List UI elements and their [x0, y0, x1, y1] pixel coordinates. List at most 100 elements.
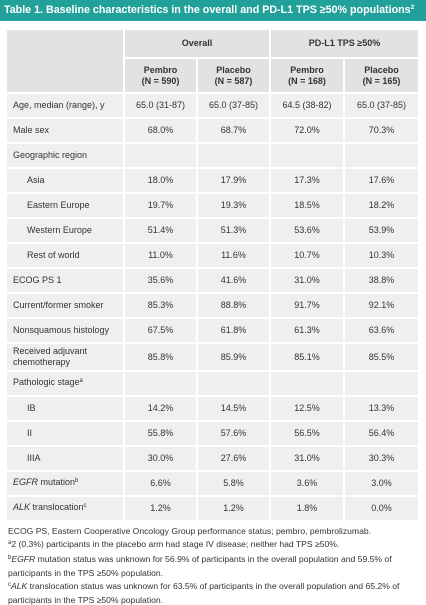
value-cell: 38.8%	[345, 269, 418, 292]
column-arm: Placebo	[216, 64, 251, 75]
value-cell: 11.6%	[198, 244, 269, 267]
value-cell: 68.7%	[198, 119, 269, 142]
value-cell: 5.8%	[198, 472, 269, 495]
value-cell: 31.0%	[271, 447, 343, 470]
value-cell: 30.0%	[125, 447, 196, 470]
column-header-placebo-overall: Placebo (N = 587)	[198, 59, 269, 92]
row-label-main: Pathologic stage	[13, 377, 80, 387]
value-cell: 31.0%	[271, 269, 343, 292]
footnote-gene: ALK	[11, 581, 28, 591]
row-label-text: Pathologic stagea	[13, 377, 83, 390]
row-label-ecog-ps-1: ECOG PS 1	[7, 269, 123, 292]
value-cell: 3.0%	[345, 472, 418, 495]
value-cell: 14.5%	[198, 397, 269, 420]
empty-cell	[125, 144, 196, 167]
value-cell: 17.6%	[345, 169, 418, 192]
footnote-marker: c	[8, 582, 11, 588]
value-cell: 18.0%	[125, 169, 196, 192]
row-label-stage-ib: IB	[7, 397, 123, 420]
group-header-pdl1-tps50: PD-L1 TPS ≥50%	[271, 30, 418, 57]
value-cell: 10.3%	[345, 244, 418, 267]
value-cell: 12.5%	[271, 397, 343, 420]
value-cell: 85.8%	[125, 344, 196, 370]
footnote-marker: b	[8, 555, 12, 561]
empty-cell	[271, 144, 343, 167]
row-label-western-europe: Western Europe	[7, 219, 123, 242]
title-bar: Table 1. Baseline characteristics in the…	[0, 0, 426, 21]
footnote-text: mutation status was unknown for 56.9% of…	[8, 554, 392, 578]
value-cell: 6.6%	[125, 472, 196, 495]
row-label-text: EGFR mutationb	[13, 477, 78, 490]
row-label-alk-translocation: ALK translocationc	[7, 497, 123, 520]
value-cell: 85.9%	[198, 344, 269, 370]
table-title: Table 1. Baseline characteristics in the…	[4, 0, 414, 21]
value-cell: 53.6%	[271, 219, 343, 242]
value-cell: 61.8%	[198, 319, 269, 342]
value-cell: 85.3%	[125, 294, 196, 317]
value-cell: 1.2%	[198, 497, 269, 520]
footnote-marker: b	[75, 478, 79, 484]
row-label-gene: EGFR	[13, 477, 39, 487]
value-cell: 30.3%	[345, 447, 418, 470]
value-cell: 63.6%	[345, 319, 418, 342]
value-cell: 64.5 (38-82)	[271, 94, 343, 117]
baseline-characteristics-table: Overall PD-L1 TPS ≥50% Pembro (N = 590) …	[7, 30, 418, 520]
value-cell: 18.2%	[345, 194, 418, 217]
column-header-placebo-tps50: Placebo (N = 165)	[345, 59, 418, 92]
row-label-stage-ii: II	[7, 422, 123, 445]
table-footnotes: ECOG PS, Eastern Cooperative Oncology Gr…	[8, 525, 418, 605]
row-label-nonsquamous-histology: Nonsquamous histology	[7, 319, 123, 342]
value-cell: 68.0%	[125, 119, 196, 142]
value-cell: 65.0 (31-87)	[125, 94, 196, 117]
column-header-pembro-overall: Pembro (N = 590)	[125, 59, 196, 92]
row-label-eastern-europe: Eastern Europe	[7, 194, 123, 217]
row-label-egfr-mutation: EGFR mutationb	[7, 472, 123, 495]
value-cell: 10.7%	[271, 244, 343, 267]
value-cell: 3.6%	[271, 472, 343, 495]
value-cell: 55.8%	[125, 422, 196, 445]
value-cell: 65.0 (37-85)	[345, 94, 418, 117]
footnote-marker: a	[8, 540, 12, 546]
value-cell: 56.5%	[271, 422, 343, 445]
row-label-age: Age, median (range), y	[7, 94, 123, 117]
row-label-gene: ALK	[13, 502, 31, 512]
value-cell: 57.6%	[198, 422, 269, 445]
column-n: (N = 165)	[362, 75, 401, 86]
row-label-asia: Asia	[7, 169, 123, 192]
empty-cell	[345, 372, 418, 395]
value-cell: 41.6%	[198, 269, 269, 292]
value-cell: 67.5%	[125, 319, 196, 342]
value-cell: 51.4%	[125, 219, 196, 242]
row-label-main: translocation	[30, 502, 84, 512]
abbreviations-note: ECOG PS, Eastern Cooperative Oncology Gr…	[8, 526, 372, 536]
row-label-smoker: Current/former smoker	[7, 294, 123, 317]
value-cell: 27.6%	[198, 447, 269, 470]
column-arm: Placebo	[364, 64, 399, 75]
empty-cell	[125, 372, 196, 395]
column-n: (N = 168)	[288, 75, 326, 86]
value-cell: 0.0%	[345, 497, 418, 520]
footnote-text: translocation status was unknown for 63.…	[8, 581, 400, 605]
row-label-stage-iiia: IIIA	[7, 447, 123, 470]
footnote-marker: c	[83, 503, 87, 509]
value-cell: 14.2%	[125, 397, 196, 420]
row-label-text: ALK translocationc	[13, 502, 87, 515]
footnote-b: bEGFR mutation status was unknown for 56…	[8, 553, 418, 579]
row-label-main: mutation	[38, 477, 76, 487]
footnote-gene: EGFR	[11, 554, 36, 564]
group-header-overall: Overall	[125, 30, 269, 57]
value-cell: 72.0%	[271, 119, 343, 142]
empty-cell	[271, 372, 343, 395]
table-corner-cell	[7, 30, 123, 92]
footnote-a: a2 (0.3%) participants in the placebo ar…	[8, 538, 418, 552]
row-label-male-sex: Male sex	[7, 119, 123, 142]
row-label-adjuvant-chemotherapy: Received adjuvant chemotherapy	[7, 344, 123, 370]
value-cell: 1.8%	[271, 497, 343, 520]
value-cell: 56.4%	[345, 422, 418, 445]
value-cell: 17.3%	[271, 169, 343, 192]
value-cell: 91.7%	[271, 294, 343, 317]
empty-cell	[198, 144, 269, 167]
value-cell: 65.0 (37-85)	[198, 94, 269, 117]
value-cell: 19.7%	[125, 194, 196, 217]
